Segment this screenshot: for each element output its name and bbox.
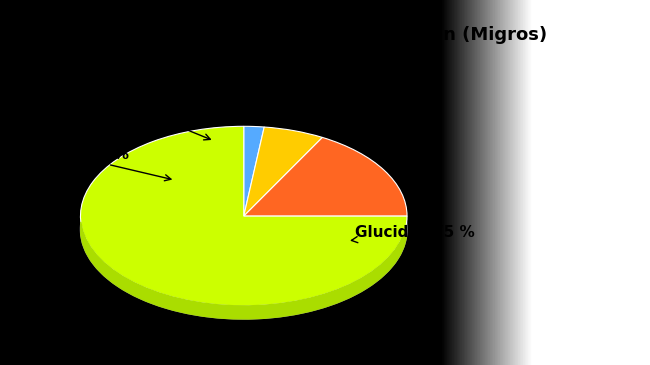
Wedge shape xyxy=(244,127,322,216)
Wedge shape xyxy=(244,137,407,216)
Text: Protéines 17 %: Protéines 17 % xyxy=(0,147,171,181)
Polygon shape xyxy=(81,139,407,319)
Text: Glucides 75 %: Glucides 75 % xyxy=(352,225,475,243)
Text: Lipides 6 %: Lipides 6 % xyxy=(77,97,211,140)
Wedge shape xyxy=(244,126,264,216)
Text: Fibres 2 %: Fibres 2 % xyxy=(81,78,235,124)
Polygon shape xyxy=(81,222,406,319)
Text: Distribution de calories: Bio Eiernudeln fein (Migros): Distribution de calories: Bio Eiernudeln… xyxy=(13,26,547,43)
Text: © vitahoy.ch: © vitahoy.ch xyxy=(13,345,93,358)
Wedge shape xyxy=(81,126,407,306)
